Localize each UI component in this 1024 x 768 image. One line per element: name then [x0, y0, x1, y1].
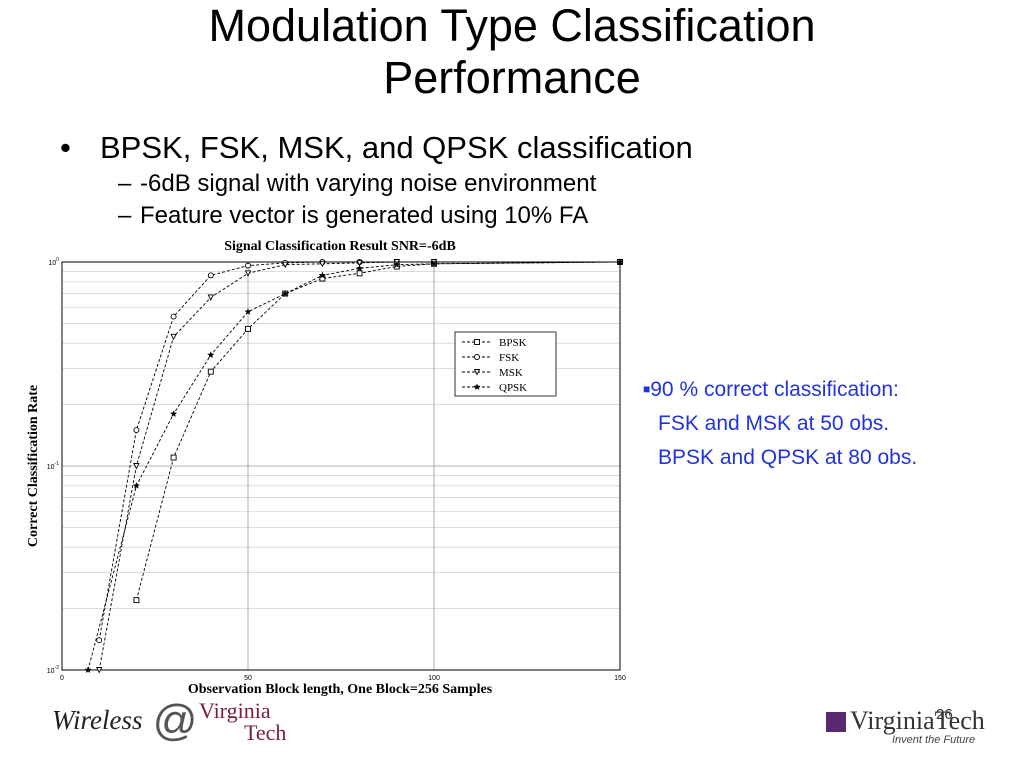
data-point-qpsk: [207, 351, 215, 359]
data-point-fsk: [170, 313, 177, 320]
data-point-fsk: [133, 427, 140, 434]
classification-note: ■90 % correct classification: FSK and MS…: [643, 372, 917, 475]
legend-marker-fsk: [474, 354, 480, 360]
slide-title-line1: Modulation Type Classification: [208, 0, 816, 51]
y-tick-label: 10-1: [47, 461, 59, 471]
legend-label-qpsk: QPSK: [499, 382, 527, 394]
x-tick-label: 50: [244, 675, 252, 682]
data-point-bpsk: [207, 368, 214, 375]
data-point-fsk: [96, 637, 103, 644]
vt-logo-line2: Tech: [244, 720, 287, 745]
note-line-1: ■90 % correct classification:: [643, 378, 899, 401]
sub-bullet-item: – -6dB signal with varying noise environ…: [60, 168, 693, 200]
dash-icon: –: [118, 202, 132, 229]
at-symbol-logo: @: [152, 696, 197, 745]
data-point-qpsk: [281, 289, 289, 297]
data-point-msk: [133, 463, 140, 470]
data-point-qpsk: [169, 410, 178, 418]
chart-y-axis-label: Correct Classification Rate: [26, 384, 41, 548]
data-point-msk: [95, 667, 103, 674]
bullet-list: • BPSK, FSK, MSK, and QPSK classificatio…: [60, 128, 693, 232]
slide-title-line2: Performance: [383, 52, 641, 103]
series-line-fsk: [98, 261, 620, 641]
legend-marker-qpsk: [473, 383, 481, 391]
vt-logo-line1: Virginia: [199, 698, 271, 723]
sub-bullet-text: Feature vector is generated using 10% FA: [140, 202, 589, 229]
legend-box: [454, 331, 557, 397]
chart-x-axis-label: Observation Block length, One Block=256 …: [187, 682, 493, 697]
vt-tagline: Invent the Future: [892, 734, 976, 746]
virginia-tech-logo: VirginiaTech Invent the Future: [826, 706, 985, 746]
data-point-fsk: [207, 272, 214, 279]
legend-marker-bpsk: [474, 339, 480, 345]
data-point-bpsk: [245, 325, 251, 332]
data-point-msk: [244, 270, 252, 277]
plot-frame: [61, 261, 621, 671]
y-tick-label: 10-2: [47, 665, 59, 675]
data-point-msk: [319, 260, 326, 268]
data-point-qpsk: [430, 259, 438, 267]
data-point-qpsk: [132, 481, 141, 489]
legend-label-fsk: FSK: [499, 352, 519, 364]
bullet-dot-icon: •: [60, 130, 71, 165]
data-point-qpsk: [616, 258, 624, 266]
data-point-qpsk: [355, 264, 364, 272]
data-point-bpsk: [356, 270, 363, 277]
x-tick-label: 0: [60, 675, 64, 682]
wireless-logo-text: Wireless: [52, 705, 143, 735]
chart-title: Signal Classification Result SNR=-6dB: [224, 239, 456, 254]
page-number: 26: [936, 706, 953, 723]
data-point-qpsk: [318, 271, 327, 279]
data-point-qpsk: [244, 307, 252, 315]
data-point-fsk: [245, 262, 251, 269]
bullet-text: BPSK, FSK, MSK, and QPSK classification: [100, 130, 693, 165]
sub-bullet-text: -6dB signal with varying noise environme…: [140, 170, 597, 197]
data-point-msk: [207, 294, 215, 301]
data-point-qpsk: [84, 666, 92, 674]
slide-title: Modulation Type Classification Performan…: [0, 0, 1024, 104]
data-point-msk: [170, 333, 177, 341]
y-tick-label: 100: [48, 257, 59, 267]
data-point-msk: [356, 259, 363, 267]
series-line-bpsk: [135, 261, 621, 601]
sub-bullet-item: – Feature vector is generated using 10% …: [60, 200, 693, 232]
data-point-qpsk: [393, 260, 401, 268]
legend-label-bpsk: BPSK: [499, 337, 527, 349]
data-point-bpsk: [170, 454, 177, 461]
vt-logo-name: VirginiaTech: [850, 706, 985, 735]
x-tick-label: 100: [428, 675, 440, 682]
x-tick-label: 150: [614, 675, 626, 682]
data-point-msk: [281, 261, 289, 269]
bullet-item: • BPSK, FSK, MSK, and QPSK classificatio…: [60, 128, 693, 168]
data-point-bpsk: [133, 597, 140, 604]
note-line-2: FSK and MSK at 50 obs.: [658, 412, 890, 435]
vt-shield-icon: [826, 712, 846, 732]
note-line-3: BPSK and QPSK at 80 obs.: [658, 446, 918, 469]
dash-icon: –: [118, 170, 132, 197]
legend-label-msk: MSK: [499, 367, 523, 379]
legend-marker-msk: [473, 369, 481, 376]
series-line-msk: [98, 261, 620, 671]
square-bullet-icon: ■: [643, 382, 651, 396]
